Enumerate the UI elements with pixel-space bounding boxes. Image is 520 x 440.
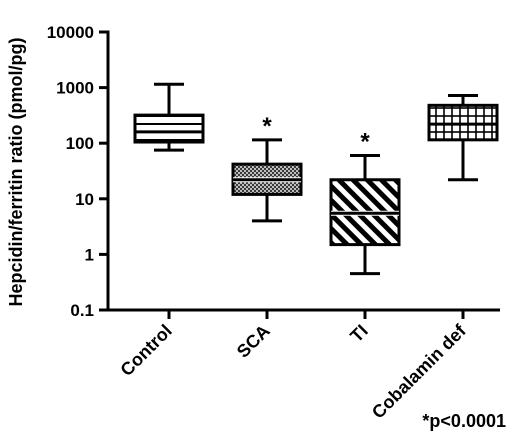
x-tick-label: TI	[346, 321, 371, 346]
y-tick-label: 1	[85, 245, 94, 264]
y-tick-label: 100	[66, 134, 94, 153]
box-control	[133, 82, 205, 152]
significance-star: *	[360, 129, 370, 156]
y-tick-label: 1000	[56, 79, 94, 98]
chart-axes: 0.1 1 10 100 1000 10000	[47, 23, 500, 320]
y-axis-label: Hepcidin/ferritin ratio (pmol/pg)	[6, 37, 26, 306]
y-tick-label: 0.1	[70, 301, 94, 320]
box-ti: *	[329, 129, 401, 276]
x-tick-label: Cobalamin def	[368, 320, 471, 423]
y-tick-label: 10000	[47, 23, 94, 42]
box-cobalamin-def	[427, 94, 499, 182]
box-iqr	[427, 103, 499, 142]
box-iqr	[133, 113, 205, 144]
x-tick-label: SCA	[233, 321, 274, 362]
box-sca: *	[231, 113, 303, 223]
y-tick-label: 10	[75, 190, 94, 209]
significance-note: *p<0.0001	[422, 411, 506, 431]
chart-boxes: **	[133, 82, 499, 276]
x-tick-label: Control	[116, 321, 175, 380]
significance-star: *	[262, 113, 272, 140]
